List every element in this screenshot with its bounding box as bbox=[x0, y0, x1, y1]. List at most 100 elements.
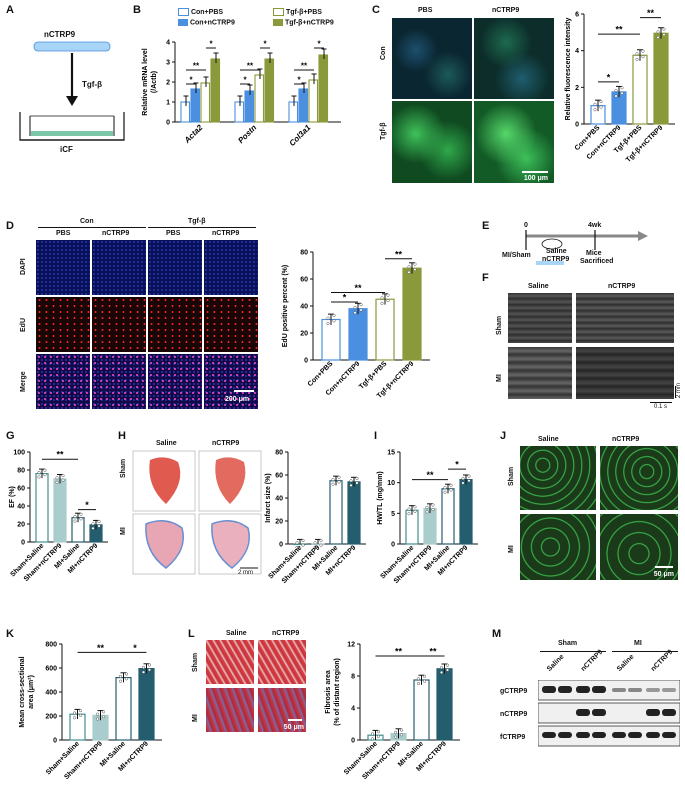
data-point bbox=[376, 730, 381, 734]
g-bar-chart: 020406080100Sham+SalineSham+nCTRP9MI+Sal… bbox=[9, 450, 108, 583]
m-lane-label: Saline bbox=[616, 653, 636, 673]
y-tick-label: 2 bbox=[575, 85, 579, 92]
j-col-label: Saline bbox=[538, 436, 559, 443]
bar bbox=[347, 481, 361, 545]
l-row-label: MI bbox=[192, 714, 199, 722]
heart-sham-nctrp9 bbox=[215, 457, 246, 504]
d-row-label: EdU bbox=[20, 318, 27, 332]
d-image-cell bbox=[204, 354, 258, 409]
data-point bbox=[295, 541, 299, 545]
data-point bbox=[407, 507, 411, 511]
y-tick-label: 0 bbox=[575, 122, 579, 129]
data-point bbox=[319, 543, 323, 547]
h-col-label: Saline bbox=[156, 440, 177, 447]
a-top-label: nCTRP9 bbox=[44, 30, 76, 39]
panel-letter-i: I bbox=[374, 430, 378, 442]
significance-star: * bbox=[343, 292, 347, 302]
bar bbox=[254, 74, 265, 123]
d-scale-bar-label: 200 μm bbox=[225, 396, 250, 403]
y-tick-label: 800 bbox=[45, 642, 57, 649]
m-band-label: gCTRP9 bbox=[500, 688, 528, 695]
d-image-cell bbox=[204, 297, 258, 352]
significance-star: ** bbox=[395, 249, 403, 259]
f-echo-mi-nctrp9 bbox=[576, 347, 674, 399]
j-col-label: nCTRP9 bbox=[612, 436, 640, 443]
b-legend-item: Tgf-β+nCTRP9 bbox=[284, 19, 334, 27]
y-tick-label: 0 bbox=[166, 120, 170, 127]
data-point bbox=[416, 677, 421, 681]
data-point bbox=[443, 490, 447, 494]
data-point bbox=[445, 668, 450, 672]
nctrp9-tube bbox=[33, 41, 111, 52]
y-tick-label: 8 bbox=[351, 674, 355, 681]
h-scale-bar-label: 2 mm bbox=[238, 570, 253, 576]
data-point bbox=[326, 316, 330, 320]
cell-layer bbox=[31, 131, 113, 136]
y-tick-label: 10 bbox=[387, 480, 395, 487]
e-left-label: MI/Sham bbox=[502, 252, 531, 259]
y-axis-label-line: Relative mRNA level bbox=[142, 48, 149, 115]
significance-star: ** bbox=[247, 62, 254, 71]
y-tick-label: 60 bbox=[275, 473, 283, 480]
data-point bbox=[95, 712, 100, 716]
d-col-label: nCTRP9 bbox=[102, 230, 130, 237]
data-point bbox=[641, 49, 645, 53]
b-bar-chart: 01234Acta2****Postn****Col3a1****Relativ… bbox=[142, 40, 341, 148]
data-point bbox=[78, 709, 83, 713]
heart-sham-saline bbox=[149, 457, 181, 504]
data-point bbox=[43, 468, 47, 472]
c-row-label: Con bbox=[380, 46, 387, 60]
y-tick-label: 40 bbox=[17, 504, 25, 511]
significance-star: ** bbox=[301, 62, 308, 71]
significance-star: * bbox=[455, 460, 459, 470]
d-image-cell bbox=[92, 354, 146, 409]
y-tick-label: 20 bbox=[17, 522, 25, 529]
c-image-tgf-nctrp9: 100 μm bbox=[474, 101, 554, 183]
data-point bbox=[407, 265, 411, 269]
y-tick-label: 600 bbox=[45, 666, 57, 673]
data-point bbox=[399, 733, 404, 737]
y-axis-label-line: Mean cross-sectional bbox=[19, 656, 26, 727]
f-col-label: Saline bbox=[528, 283, 549, 290]
bar bbox=[264, 58, 275, 123]
data-point bbox=[620, 91, 624, 95]
m-band-label: nCTRP9 bbox=[500, 711, 528, 718]
bar bbox=[413, 679, 430, 741]
panel-letter-e: E bbox=[482, 220, 490, 232]
data-point bbox=[380, 296, 384, 300]
data-point bbox=[449, 483, 453, 487]
panel-letter-d: D bbox=[6, 220, 14, 232]
y-tick-label: 80 bbox=[275, 450, 283, 457]
y-axis-label: Relative fluorescence intensity bbox=[565, 18, 572, 121]
c-bar-chart: 0246Con+PBSCon+nCTRP9Tgf-β+PBSTgf-β+nCTR… bbox=[565, 8, 675, 164]
j-row-label: Sham bbox=[508, 466, 515, 486]
b-legend-item: Tgf-β+PBS bbox=[285, 8, 322, 16]
x-tick-label: Postn bbox=[236, 123, 258, 145]
y-tick-label: 200 bbox=[45, 714, 57, 721]
f-scale-y: 2 mm bbox=[676, 383, 682, 398]
l-scale-bar-label: 50 μm bbox=[283, 724, 304, 731]
bar bbox=[436, 668, 453, 741]
j-wga-mi-saline bbox=[520, 514, 596, 580]
y-tick-label: 0 bbox=[391, 542, 395, 549]
data-point bbox=[353, 311, 357, 315]
data-point bbox=[393, 730, 398, 734]
data-point bbox=[79, 512, 83, 516]
y-axis-label: Mean cross-sectional area (μm²) bbox=[19, 656, 35, 727]
c-image-tgf-pbs bbox=[392, 101, 472, 183]
data-point bbox=[407, 270, 411, 274]
y-tick-label: 6 bbox=[575, 12, 579, 19]
significance-star: ** bbox=[647, 8, 655, 18]
l-col-label: Saline bbox=[226, 630, 247, 637]
y-tick-label: 3 bbox=[166, 60, 170, 67]
data-point bbox=[331, 478, 335, 482]
data-point bbox=[55, 480, 59, 484]
c-row-label: Tgf-β bbox=[380, 122, 387, 141]
d-scale-bar bbox=[234, 390, 254, 392]
d-image-cell bbox=[148, 240, 202, 295]
bar bbox=[375, 298, 395, 361]
data-point bbox=[439, 666, 444, 670]
h-row-label: Sham bbox=[120, 458, 127, 478]
significance-star: ** bbox=[97, 643, 105, 653]
data-point bbox=[422, 679, 427, 683]
